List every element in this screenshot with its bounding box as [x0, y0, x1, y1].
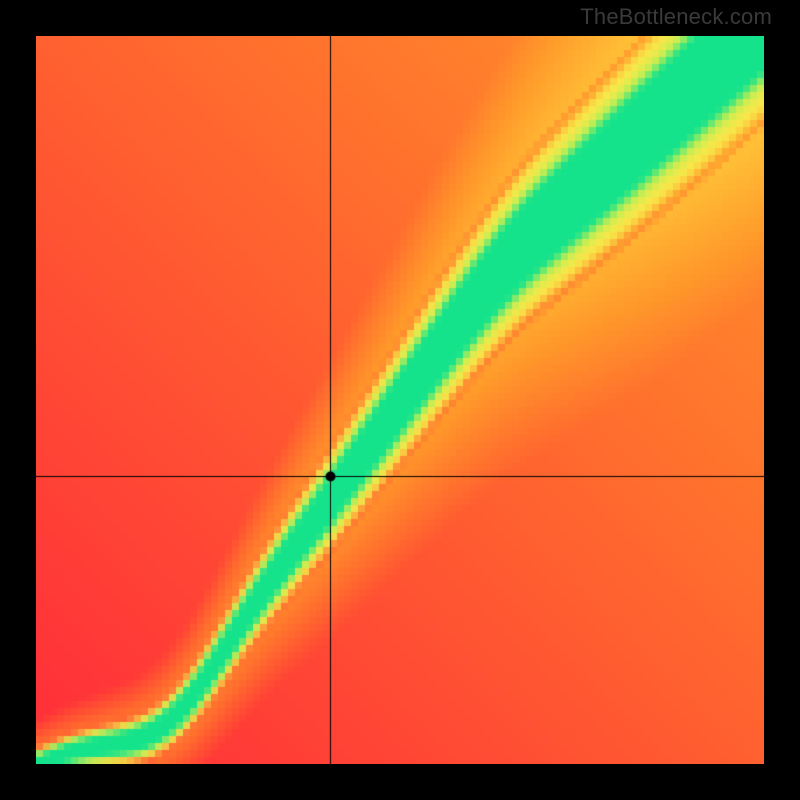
chart-container: TheBottleneck.com — [0, 0, 800, 800]
watermark-text: TheBottleneck.com — [580, 4, 772, 30]
bottleneck-heatmap — [36, 36, 764, 764]
